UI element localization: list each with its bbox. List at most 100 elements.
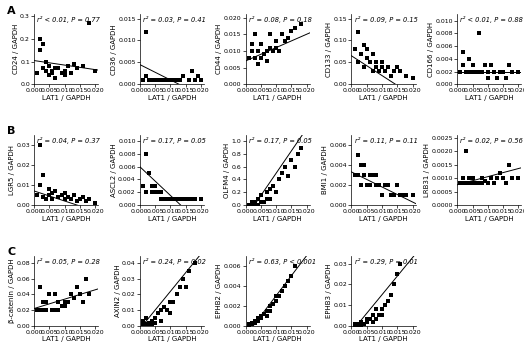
Point (263, 189, 271, 195)
Point (375, 68, 383, 74)
Point (266, 303, 274, 308)
Point (45, 192, 53, 198)
X-axis label: LAT1 / GAPDH: LAT1 / GAPDH (254, 216, 302, 222)
Point (42, 307, 50, 313)
Point (472, 69, 480, 74)
Point (145, 320, 153, 325)
Point (257, 315, 265, 320)
Point (45, 73, 53, 78)
Point (384, 64, 392, 70)
Point (459, 181, 467, 186)
Point (33, 70, 41, 76)
Point (378, 192, 386, 198)
Text: A: A (7, 6, 16, 16)
Point (290, 263, 299, 268)
Point (154, 77, 162, 83)
Point (359, 321, 368, 326)
Point (456, 69, 464, 74)
Point (381, 182, 389, 188)
Y-axis label: CD44 / GAPDH: CD44 / GAPDH (216, 24, 223, 74)
Point (260, 199, 268, 205)
X-axis label: LAT1 / GAPDH: LAT1 / GAPDH (254, 95, 302, 101)
Point (366, 59, 374, 65)
Point (163, 77, 171, 83)
Point (272, 45, 280, 50)
Point (154, 189, 162, 195)
Point (266, 32, 274, 37)
Point (139, 318, 147, 324)
Point (257, 41, 265, 47)
Point (254, 315, 262, 320)
Point (39, 194, 47, 200)
Point (75, 292, 84, 297)
Point (39, 299, 47, 305)
Point (269, 183, 277, 189)
Text: r² = 0.24, P = 0.02: r² = 0.24, P = 0.02 (143, 258, 206, 265)
Point (390, 68, 398, 74)
Point (366, 317, 374, 322)
Point (459, 50, 467, 55)
Point (79, 299, 87, 305)
Point (79, 194, 87, 200)
Point (375, 313, 383, 318)
Point (70, 296, 78, 301)
Point (257, 313, 265, 319)
Point (408, 75, 417, 81)
Text: r² = 0.05, P = 0.28: r² = 0.05, P = 0.28 (37, 258, 100, 265)
Point (465, 69, 474, 74)
Point (142, 73, 150, 78)
Point (191, 261, 199, 266)
Point (474, 181, 483, 186)
Point (459, 62, 467, 68)
Point (145, 77, 153, 83)
Text: C: C (7, 247, 15, 257)
Point (499, 69, 507, 74)
Point (502, 75, 510, 81)
Point (353, 59, 362, 65)
Point (257, 193, 265, 198)
Point (266, 186, 274, 192)
Point (250, 32, 259, 37)
Point (351, 323, 359, 329)
Point (363, 46, 371, 52)
Point (481, 62, 489, 68)
Point (490, 181, 498, 186)
Point (456, 181, 464, 186)
Point (157, 318, 166, 324)
X-axis label: LAT1 / GAPDH: LAT1 / GAPDH (42, 95, 91, 101)
Point (151, 183, 159, 189)
Point (54, 65, 63, 71)
Point (505, 162, 514, 167)
Point (462, 69, 471, 74)
Point (266, 196, 274, 201)
Point (196, 196, 205, 201)
Point (33, 192, 41, 198)
Y-axis label: LRB31 / GAPDH: LRB31 / GAPDH (424, 143, 430, 197)
Point (275, 293, 283, 298)
Point (356, 51, 365, 56)
Point (172, 292, 181, 297)
Point (384, 298, 392, 304)
Point (484, 181, 492, 186)
Point (284, 173, 292, 179)
Point (487, 62, 495, 68)
Point (369, 51, 377, 56)
Point (42, 68, 50, 74)
Point (378, 64, 386, 70)
Point (293, 151, 302, 157)
Point (390, 281, 398, 287)
Text: r² = 0.17, P = 0.05: r² = 0.17, P = 0.05 (143, 137, 206, 144)
Point (366, 182, 374, 188)
Point (284, 35, 292, 40)
Point (408, 192, 417, 198)
Point (247, 41, 256, 47)
Point (157, 307, 166, 313)
Point (245, 321, 253, 326)
X-axis label: LAT1 / GAPDH: LAT1 / GAPDH (465, 216, 514, 222)
Point (75, 196, 84, 202)
Point (363, 182, 371, 188)
Text: r² < 0.01, P = 0.88: r² < 0.01, P = 0.88 (461, 16, 523, 23)
Point (178, 73, 187, 78)
Point (51, 65, 60, 71)
Point (250, 55, 259, 61)
